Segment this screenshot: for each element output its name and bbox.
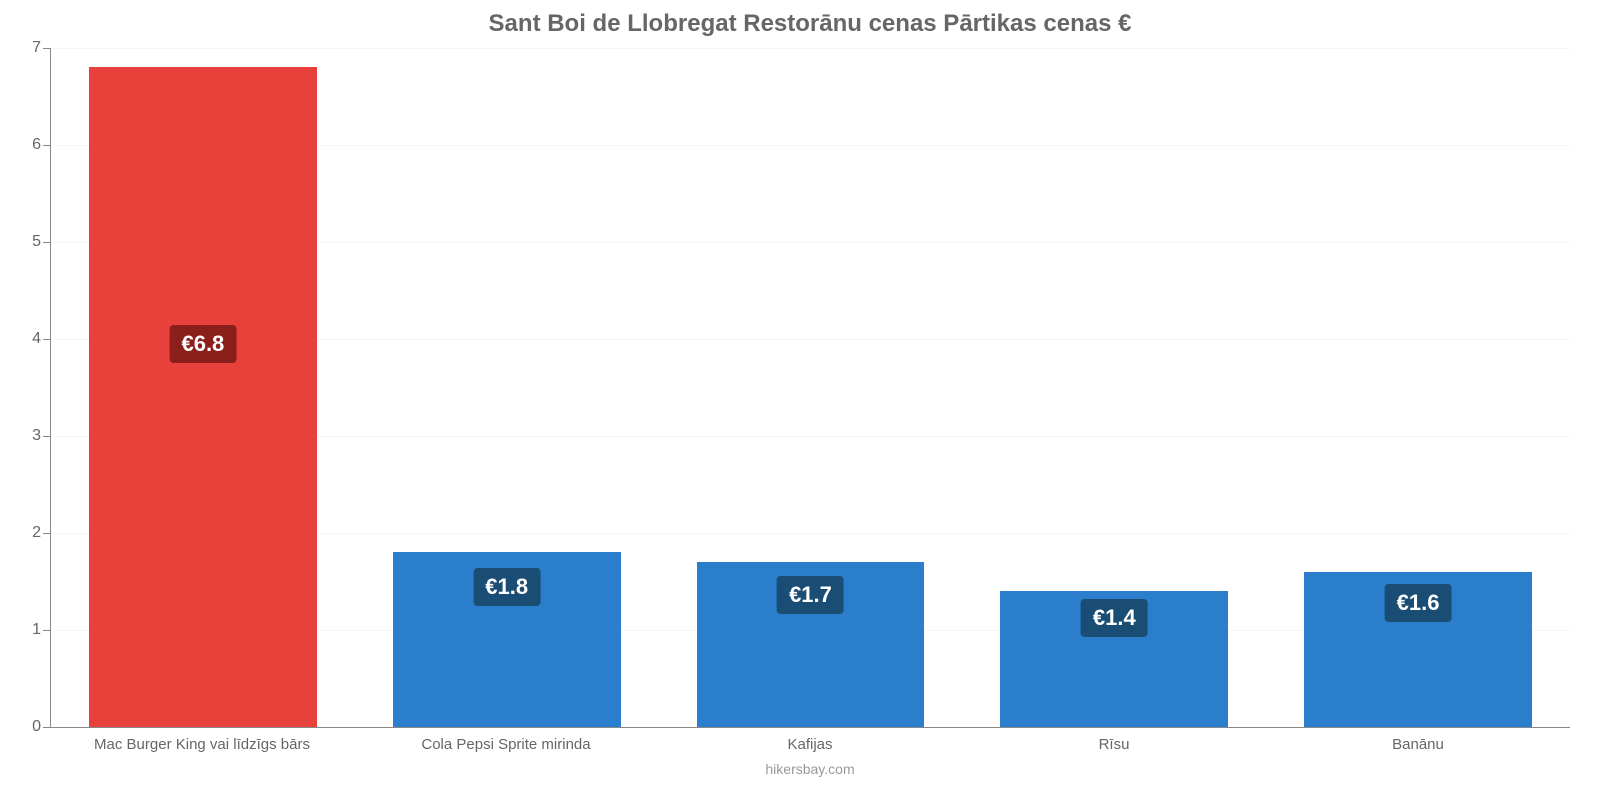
bar-slot: €1.8 [355,48,659,727]
bar: €1.7 [697,562,925,727]
y-axis-label: 3 [16,427,41,445]
chart-container: Sant Boi de Llobregat Restorānu cenas Pā… [0,0,1600,800]
y-tick [43,242,51,243]
bar-slot: €1.4 [962,48,1266,727]
x-axis-label: Banānu [1266,736,1570,753]
bar-slot: €1.7 [659,48,963,727]
x-axis-label: Rīsu [962,736,1266,753]
y-axis-label: 7 [16,39,41,57]
x-axis-label: Cola Pepsi Sprite mirinda [354,736,658,753]
value-badge: €1.7 [777,576,844,614]
bar-slot: €6.8 [51,48,355,727]
y-tick [43,436,51,437]
x-axis-label: Kafijas [658,736,962,753]
y-axis-label: 2 [16,524,41,542]
bars-layer: €6.8 €1.8 €1.7 €1.4 €1.6 [51,48,1570,727]
y-tick [43,48,51,49]
y-tick [43,339,51,340]
value-badge: €6.8 [169,325,236,363]
y-axis-label: 4 [16,330,41,348]
value-badge: €1.4 [1081,599,1148,637]
bar: €1.8 [393,552,621,727]
attribution-text: hikersbay.com [50,761,1570,777]
x-axis-labels: Mac Burger King vai līdzīgs bārsCola Pep… [50,736,1570,753]
chart-title: Sant Boi de Llobregat Restorānu cenas Pā… [50,10,1570,38]
value-badge: €1.6 [1385,584,1452,622]
plot-area: 01234567 €6.8€1.8€1.7€1.4€1.6 [50,48,1570,728]
y-tick [43,727,51,728]
y-axis-label: 1 [16,621,41,639]
bar: €1.4 [1000,591,1228,727]
y-axis-label: 6 [16,136,41,154]
bar: €6.8 [89,67,317,727]
value-badge: €1.8 [473,568,540,606]
y-tick [43,533,51,534]
bar-slot: €1.6 [1266,48,1570,727]
y-tick [43,630,51,631]
y-axis-label: 0 [16,718,41,736]
bar: €1.6 [1304,572,1532,727]
y-axis-label: 5 [16,233,41,251]
x-axis-label: Mac Burger King vai līdzīgs bārs [50,736,354,753]
y-tick [43,145,51,146]
